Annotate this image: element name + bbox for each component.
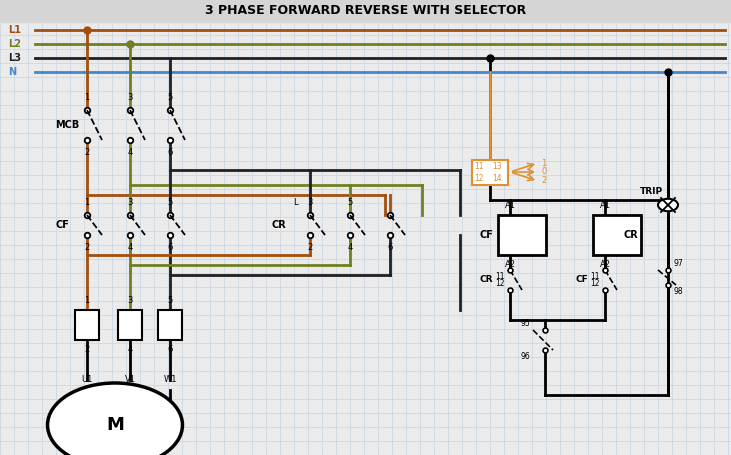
Text: 3: 3	[127, 93, 133, 102]
Text: CR: CR	[623, 230, 637, 240]
Text: 12: 12	[591, 279, 600, 288]
Text: N: N	[8, 67, 16, 77]
Text: W1: W1	[163, 375, 177, 384]
Text: U1: U1	[81, 375, 93, 384]
Text: 12: 12	[496, 279, 505, 288]
Text: TRIP: TRIP	[640, 187, 663, 196]
Bar	[593, 215, 641, 255]
Text: 6: 6	[167, 243, 173, 252]
Text: 6: 6	[167, 148, 173, 157]
Text: CR: CR	[272, 220, 287, 230]
Text: 2: 2	[307, 243, 313, 252]
Text: L: L	[292, 198, 298, 207]
Text: L1: L1	[8, 25, 21, 35]
Text: 5: 5	[167, 198, 173, 207]
Text: M: M	[106, 416, 124, 434]
Text: 3: 3	[127, 296, 133, 305]
Text: CR: CR	[480, 275, 493, 284]
Text: 95: 95	[520, 319, 530, 328]
Text: 13: 13	[492, 162, 501, 171]
Text: 98: 98	[673, 287, 683, 296]
Text: 2: 2	[84, 148, 90, 157]
Text: 2: 2	[541, 177, 546, 186]
Text: 6: 6	[387, 243, 393, 252]
Text: 1: 1	[84, 198, 90, 207]
Text: 4: 4	[127, 243, 132, 252]
Text: A2: A2	[599, 260, 610, 269]
Text: 0: 0	[541, 167, 546, 177]
Text: 11: 11	[496, 272, 505, 281]
Text: 1: 1	[541, 158, 546, 167]
Bar	[472, 160, 508, 185]
Bar	[118, 310, 142, 340]
Text: CF: CF	[575, 275, 588, 284]
Text: 14: 14	[492, 174, 501, 183]
Text: MCB: MCB	[55, 120, 79, 130]
Text: A2: A2	[504, 260, 515, 269]
Text: 6: 6	[167, 345, 173, 354]
Text: 1: 1	[84, 93, 90, 102]
Text: CF: CF	[479, 230, 493, 240]
Text: V1: V1	[124, 375, 135, 384]
Text: 3 PHASE FORWARD REVERSE WITH SELECTOR: 3 PHASE FORWARD REVERSE WITH SELECTOR	[205, 5, 526, 17]
Text: 4: 4	[127, 148, 132, 157]
Text: A1: A1	[504, 201, 515, 210]
Circle shape	[48, 383, 183, 455]
Text: 11: 11	[591, 272, 600, 281]
Text: 12: 12	[474, 174, 483, 183]
Circle shape	[658, 199, 678, 211]
Text: 11: 11	[474, 162, 483, 171]
Text: 1: 1	[84, 296, 90, 305]
Text: 96: 96	[520, 352, 530, 361]
Bar	[75, 310, 99, 340]
Text: 5: 5	[167, 296, 173, 305]
Text: 3: 3	[127, 198, 133, 207]
Text: 4: 4	[347, 243, 352, 252]
Text: 5: 5	[167, 93, 173, 102]
Text: 4: 4	[127, 345, 132, 354]
Text: 2: 2	[84, 345, 90, 354]
Text: 3: 3	[307, 198, 313, 207]
Text: CF: CF	[55, 220, 69, 230]
Text: 97: 97	[673, 259, 683, 268]
Text: 5: 5	[347, 198, 352, 207]
Text: A1: A1	[599, 201, 610, 210]
Text: L3: L3	[8, 53, 21, 63]
Bar	[158, 310, 182, 340]
Bar	[0, 0, 731, 22]
Text: L2: L2	[8, 39, 21, 49]
Text: 2: 2	[84, 243, 90, 252]
Bar	[498, 215, 546, 255]
